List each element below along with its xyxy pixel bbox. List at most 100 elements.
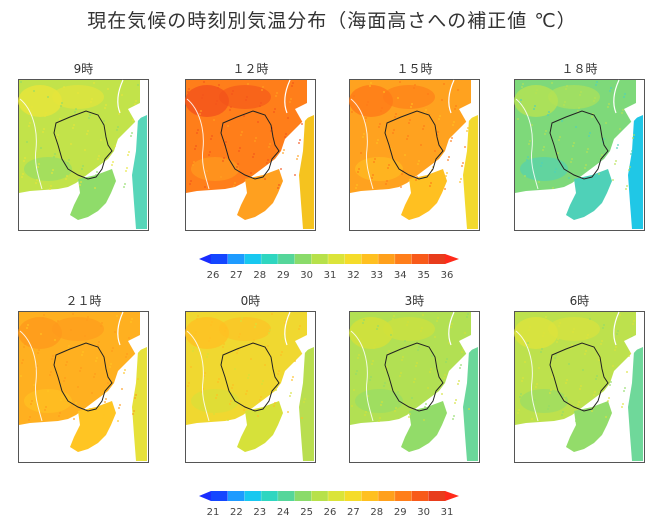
- texture-dot: [358, 168, 360, 170]
- texture-dot: [608, 103, 610, 105]
- texture-dot: [615, 346, 617, 348]
- texture-dot: [353, 389, 355, 391]
- texture-dot: [393, 129, 395, 131]
- texture-dot: [605, 416, 607, 418]
- texture-dot: [411, 103, 413, 105]
- temperature-map: [514, 79, 645, 231]
- texture-dot: [625, 188, 627, 190]
- texture-dot: [461, 165, 463, 167]
- texture-dot: [31, 400, 33, 402]
- warm-zone: [548, 85, 600, 109]
- texture-dot: [528, 143, 530, 145]
- cool-zone: [355, 389, 403, 413]
- texture-dot: [443, 83, 445, 85]
- texture-dot: [363, 319, 365, 321]
- texture-dot: [542, 335, 544, 337]
- texture-dot: [447, 159, 449, 161]
- texture-dot: [247, 377, 249, 379]
- texture-dot: [240, 320, 242, 322]
- texture-dot: [59, 412, 61, 414]
- texture-dot: [394, 410, 396, 412]
- texture-dot: [248, 374, 250, 376]
- cool-zone: [520, 389, 568, 413]
- texture-dot: [603, 138, 605, 140]
- texture-dot: [117, 420, 119, 422]
- texture-dot: [527, 156, 529, 158]
- texture-dot: [266, 162, 268, 164]
- texture-dot: [289, 101, 291, 103]
- river: [117, 311, 124, 346]
- texture-dot: [273, 111, 275, 113]
- texture-dot: [224, 330, 226, 332]
- texture-dot: [116, 315, 118, 317]
- texture-dot: [287, 117, 289, 119]
- colorbar-tick-label: 30: [417, 507, 430, 518]
- texture-dot: [425, 403, 427, 405]
- texture-dot: [44, 115, 46, 117]
- texture-dot: [294, 174, 296, 176]
- texture-dot: [277, 187, 279, 189]
- texture-dot: [110, 363, 112, 365]
- texture-dot: [207, 353, 209, 355]
- texture-dot: [555, 354, 557, 356]
- map-panel-21: ２１時: [18, 294, 149, 463]
- east-shore-area: [628, 347, 643, 461]
- texture-dot: [380, 110, 382, 112]
- texture-dot: [231, 387, 233, 389]
- texture-dot: [598, 173, 600, 175]
- cool-zone: [24, 157, 72, 181]
- texture-dot: [91, 98, 93, 100]
- texture-dot: [370, 82, 372, 84]
- texture-dot: [72, 127, 74, 129]
- texture-dot: [603, 324, 605, 326]
- texture-dot: [593, 394, 595, 396]
- texture-dot: [298, 142, 300, 144]
- texture-dot: [74, 111, 76, 113]
- texture-dot: [53, 156, 55, 158]
- texture-dot: [73, 124, 75, 126]
- texture-dot: [267, 345, 269, 347]
- texture-dot: [210, 324, 212, 326]
- peninsula-area: [237, 401, 283, 452]
- colorbar-arrow-min: [199, 491, 211, 501]
- texture-dot: [355, 187, 357, 189]
- texture-dot: [301, 123, 303, 125]
- texture-dot: [188, 382, 190, 384]
- east-shore-area: [463, 115, 478, 229]
- texture-dot: [439, 409, 441, 411]
- colorbar-segment: [227, 254, 245, 264]
- warm-zone: [185, 85, 229, 117]
- warm-zone: [52, 317, 104, 341]
- texture-dot: [543, 332, 545, 334]
- map-panel-18: １８時: [514, 62, 645, 231]
- texture-dot: [201, 391, 203, 393]
- texture-dot: [254, 326, 256, 328]
- texture-dot: [550, 389, 552, 391]
- texture-dot: [623, 96, 625, 98]
- texture-dot: [422, 314, 424, 316]
- texture-dot: [220, 176, 222, 178]
- texture-dot: [213, 119, 215, 121]
- texture-dot: [208, 340, 210, 342]
- texture-dot: [96, 171, 98, 173]
- texture-dot: [357, 171, 359, 173]
- texture-dot: [36, 179, 38, 181]
- texture-dot: [208, 154, 210, 156]
- texture-dot: [269, 329, 271, 331]
- texture-dot: [404, 154, 406, 156]
- warm-zone: [219, 85, 271, 109]
- texture-dot: [215, 103, 217, 105]
- texture-dot: [28, 125, 30, 127]
- colorbar-segment: [361, 491, 379, 501]
- texture-dot: [580, 385, 582, 387]
- texture-dot: [298, 328, 300, 330]
- texture-dot: [30, 403, 32, 405]
- texture-dot: [579, 388, 581, 390]
- texture-dot: [284, 322, 286, 324]
- colorbar-segment: [227, 491, 245, 501]
- warm-zone: [219, 317, 271, 341]
- texture-dot: [521, 380, 523, 382]
- texture-dot: [369, 379, 371, 381]
- texture-dot: [371, 363, 373, 365]
- texture-dot: [367, 395, 369, 397]
